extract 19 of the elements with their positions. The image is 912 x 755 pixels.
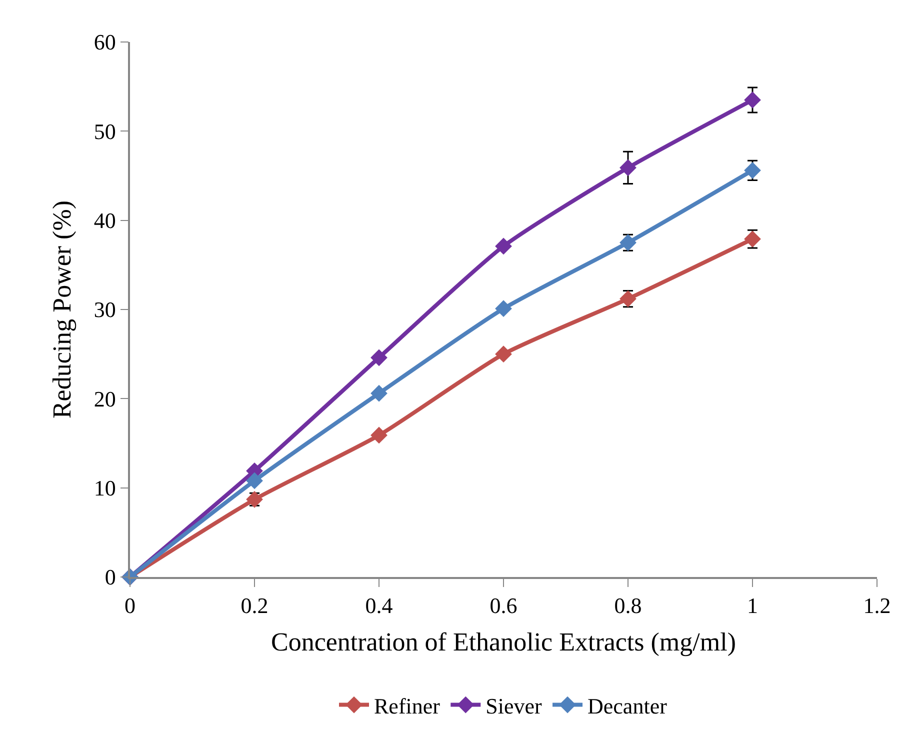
legend-label: Decanter	[588, 693, 668, 718]
y-tick-label: 40	[94, 208, 116, 234]
y-tick-label: 0	[104, 564, 116, 590]
y-tick-label: 50	[94, 118, 116, 144]
x-axis-title: Concentration of Ethanolic Extracts (mg/ml)	[271, 627, 736, 656]
x-tick-label: 0.6	[490, 593, 518, 618]
y-tick-label: 20	[94, 386, 116, 412]
legend-label: Siever	[486, 693, 543, 718]
x-tick-label: 0.4	[365, 593, 393, 618]
y-axis-title: Reducing Power (%)	[48, 200, 77, 419]
y-tick-label: 10	[94, 476, 116, 501]
x-tick-label: 1	[747, 593, 758, 618]
x-tick-label: 1.2	[863, 593, 891, 618]
y-tick-label: 30	[94, 297, 116, 322]
x-tick-label: 0.2	[240, 593, 268, 618]
x-tick-label: 0.8	[614, 593, 642, 618]
x-tick-label: 0	[124, 593, 136, 618]
y-tick-label: 60	[94, 30, 116, 55]
legend-label: Refiner	[374, 693, 441, 718]
